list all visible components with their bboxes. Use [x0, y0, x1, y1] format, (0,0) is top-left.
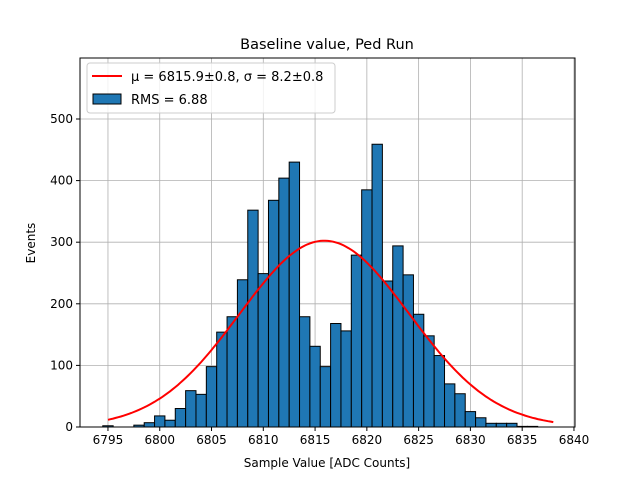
histogram-bar [164, 419, 176, 428]
histogram-bar [195, 393, 207, 428]
y-axis-label: Events [24, 223, 38, 264]
histogram-bar [506, 422, 518, 428]
x-tick-label: 6795 [93, 433, 124, 447]
x-tick-label: 6800 [144, 433, 175, 447]
histogram-bar [340, 330, 352, 428]
histogram-bar [154, 415, 166, 428]
histogram-bar [216, 331, 228, 428]
histogram-bar [319, 366, 332, 428]
y-tick-label: 0 [65, 420, 73, 434]
histogram-bar [309, 345, 321, 428]
histogram-bar [371, 143, 383, 428]
y-tick-label: 300 [50, 235, 73, 249]
histogram-bar [288, 161, 301, 428]
x-tick-label: 6840 [559, 433, 590, 447]
x-axis-label: Sample Value [ADC Counts] [244, 456, 410, 470]
legend-rms-label: RMS = 6.88 [131, 93, 208, 108]
histogram-bar [247, 209, 259, 428]
histogram-bar [392, 245, 404, 428]
ticks: 6795 6800 6805 6810 6815 6820 6825 6830 6835 6840… [50, 112, 589, 447]
y-tick-label: 200 [50, 297, 73, 311]
histogram-bar [267, 199, 280, 428]
histogram-bar [464, 411, 477, 428]
x-tick-label: 6820 [352, 433, 383, 447]
legend-fit-label: μ = 6815.9±0.8, σ = 8.2±0.8 [131, 70, 323, 85]
histogram-bars [102, 143, 539, 428]
histogram-bar [495, 422, 508, 428]
histogram-bar [174, 408, 187, 428]
y-tick-label: 100 [50, 358, 73, 372]
legend-rms-swatch [92, 93, 122, 105]
histogram-bar [381, 280, 394, 428]
histogram-bar [454, 393, 466, 428]
x-tick-label: 6805 [196, 433, 227, 447]
histogram-bar [485, 422, 497, 428]
histogram-bar [278, 177, 290, 428]
histogram-bar [423, 335, 435, 428]
x-tick-label: 6810 [248, 433, 279, 447]
y-tick-label: 400 [50, 174, 73, 188]
histogram-bar [350, 254, 363, 428]
legend: μ = 6815.9±0.8, σ = 8.2±0.8 RMS = 6.88 [86, 62, 336, 114]
histogram-bar [330, 323, 342, 428]
histogram-bar [299, 316, 311, 428]
x-tick-label: 6825 [403, 433, 434, 447]
x-tick-label: 6835 [507, 433, 538, 447]
histogram-bar [402, 274, 414, 428]
histogram-bar [257, 273, 269, 428]
x-tick-label: 6830 [455, 433, 486, 447]
histogram-bar [236, 279, 249, 428]
histogram-bar [433, 355, 446, 428]
histogram-bar [205, 366, 218, 428]
histogram-bar [143, 422, 156, 428]
histogram-bar [475, 417, 487, 428]
y-tick-label: 500 [50, 112, 73, 126]
chart-title: Baseline value, Ped Run [240, 37, 414, 53]
histogram-bar [185, 390, 197, 428]
gaussian-fit-line [107, 239, 554, 424]
x-tick-label: 6815 [300, 433, 331, 447]
legend-box [86, 62, 336, 114]
histogram-bar [226, 316, 238, 428]
histogram-bar [444, 383, 456, 428]
histogram-bar [361, 189, 373, 428]
